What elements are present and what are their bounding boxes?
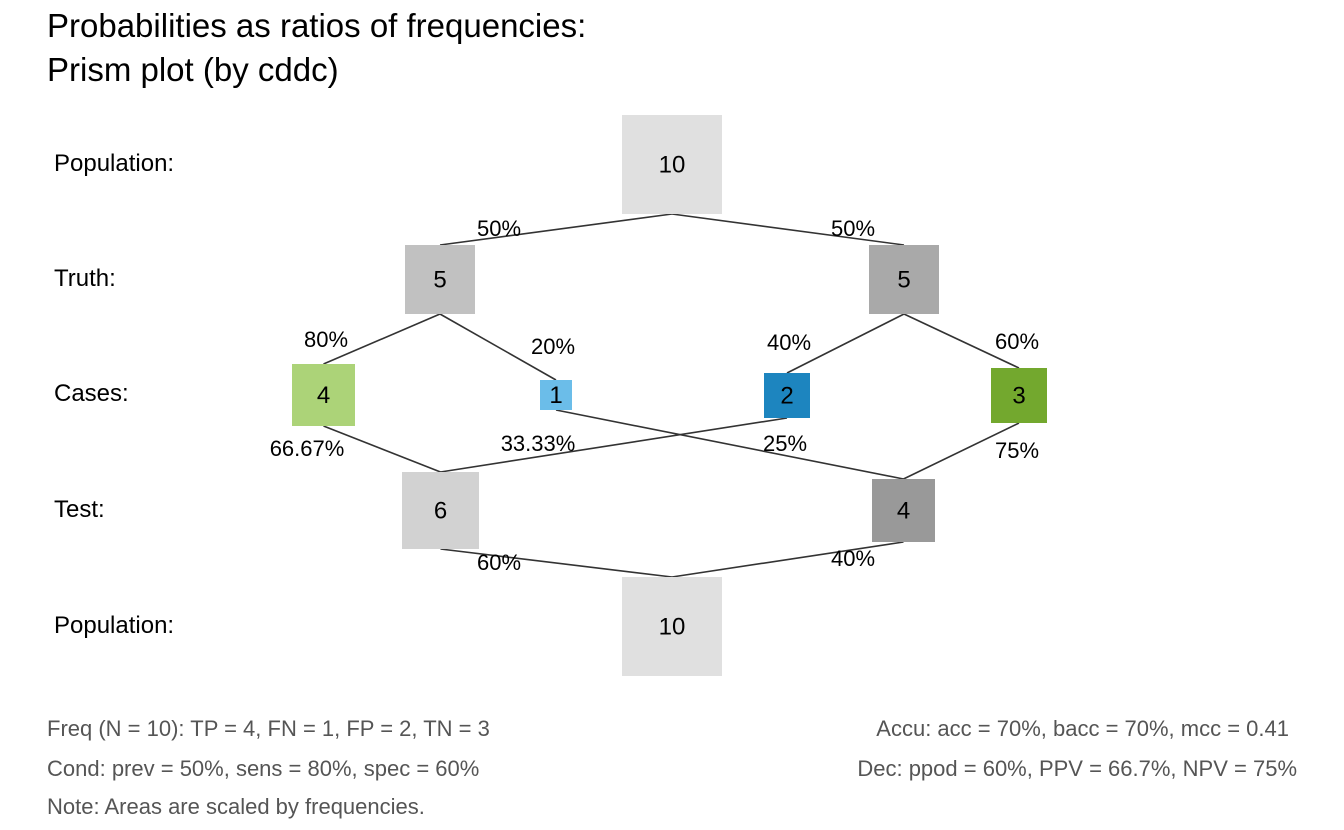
node-case_mi: 1 xyxy=(540,380,572,410)
chart-title: Probabilities as ratios of frequencies: … xyxy=(47,4,586,92)
node-case_cr: 3 xyxy=(991,368,1047,423)
node-box-pop_top xyxy=(622,115,722,214)
node-value-test_neg: 4 xyxy=(897,498,910,525)
node-box-test_pos xyxy=(402,472,479,549)
edge-label-pop_top-to-truth_cond_true: 50% xyxy=(477,216,521,241)
node-value-truth_cond_false: 5 xyxy=(897,267,910,294)
row-label-population-bottom: Population: xyxy=(54,612,174,639)
node-box-case_fa xyxy=(764,373,810,418)
edge-pop_top-to-truth_cond_true xyxy=(439,213,673,246)
row-labels: Population: Truth: Cases: Test: Populati… xyxy=(54,150,174,639)
edge-label-case_hi-to-test_pos: 66.67% xyxy=(270,436,345,461)
edge-label-pop_top-to-truth_cond_false: 50% xyxy=(831,216,875,241)
node-test_pos: 6 xyxy=(402,472,479,549)
edge-truth_cond_true-to-case_mi xyxy=(439,313,557,381)
edge-case_fa-to-test_pos xyxy=(440,417,788,473)
edge-truth_cond_false-to-case_cr xyxy=(903,313,1020,369)
node-value-case_cr: 3 xyxy=(1012,383,1025,410)
node-value-pop_bot: 10 xyxy=(659,614,686,641)
title-line-1: Probabilities as ratios of frequencies: xyxy=(47,7,587,44)
edge-label-test_pos-to-pop_bot: 60% xyxy=(477,550,521,575)
node-value-case_hi: 4 xyxy=(317,382,330,409)
node-truth_cond_true: 5 xyxy=(405,245,475,314)
edge-label-truth_cond_true-to-case_mi: 20% xyxy=(531,334,575,359)
edge-case_mi-to-test_neg xyxy=(555,409,904,480)
edge-labels-layer: 50% 50% 80% 20% 40% 60% 66.67% 33.33% 25% 75% 60% 4… xyxy=(270,216,1039,575)
edge-label-test_neg-to-pop_bot: 40% xyxy=(831,546,875,571)
edge-label-truth_cond_true-to-case_hi: 80% xyxy=(304,327,348,352)
node-box-case_mi xyxy=(540,380,572,410)
row-label-cases: Cases: xyxy=(54,380,129,407)
edges-layer xyxy=(323,213,1020,578)
edge-test_neg-to-pop_bot xyxy=(671,541,904,578)
node-box-case_cr xyxy=(991,368,1047,423)
edge-case_cr-to-test_neg xyxy=(903,422,1020,480)
node-value-truth_cond_true: 5 xyxy=(433,267,446,294)
node-box-test_neg xyxy=(872,479,935,542)
edge-label-case_mi-to-test_neg: 25% xyxy=(763,431,807,456)
edge-case_hi-to-test_pos xyxy=(323,425,441,473)
edge-test_pos-to-pop_bot xyxy=(440,548,673,578)
edge-truth_cond_true-to-case_hi xyxy=(323,313,441,365)
node-pop_bot: 10 xyxy=(622,577,722,676)
node-pop_top: 10 xyxy=(622,115,722,214)
edge-label-truth_cond_false-to-case_fa: 40% xyxy=(767,330,811,355)
title-line-2: Prism plot (by cddc) xyxy=(47,51,339,88)
node-case_hi: 4 xyxy=(292,364,355,426)
edge-label-case_cr-to-test_neg: 75% xyxy=(995,438,1039,463)
node-box-case_hi xyxy=(292,364,355,426)
node-value-test_pos: 6 xyxy=(434,498,447,525)
edge-label-truth_cond_false-to-case_cr: 60% xyxy=(995,329,1039,354)
node-value-pop_top: 10 xyxy=(659,152,686,179)
edge-label-case_fa-to-test_pos: 33.33% xyxy=(501,431,576,456)
row-label-truth: Truth: xyxy=(54,265,116,292)
edge-pop_top-to-truth_cond_false xyxy=(671,213,905,246)
node-value-case_fa: 2 xyxy=(780,383,793,410)
edge-truth_cond_false-to-case_fa xyxy=(786,313,905,374)
node-case_fa: 2 xyxy=(764,373,810,418)
nodes-layer: 10 5 5 4 1 2 3 6 4 10 xyxy=(292,115,1047,676)
node-box-truth_cond_true xyxy=(405,245,475,314)
node-box-pop_bot xyxy=(622,577,722,676)
node-truth_cond_false: 5 xyxy=(869,245,939,314)
node-value-case_mi: 1 xyxy=(549,382,562,409)
row-label-test: Test: xyxy=(54,496,105,523)
node-box-truth_cond_false xyxy=(869,245,939,314)
row-label-population-top: Population: xyxy=(54,150,174,177)
node-test_neg: 4 xyxy=(872,479,935,542)
